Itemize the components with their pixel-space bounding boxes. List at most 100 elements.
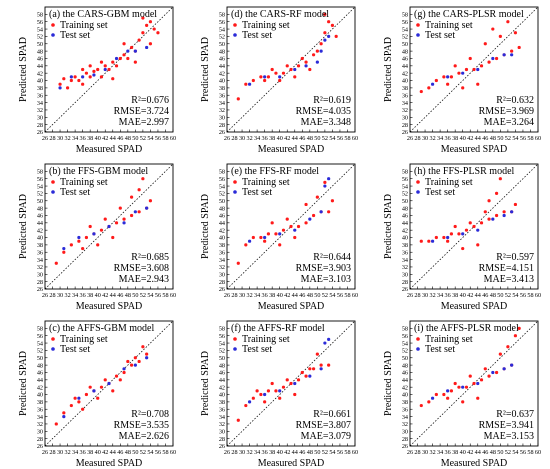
x-tick-label: 32 — [246, 449, 252, 456]
y-tick-label: 30 — [37, 114, 43, 121]
y-tick-label: 38 — [219, 85, 225, 92]
y-tick-label: 52 — [219, 34, 225, 41]
y-tick-label: 30 — [402, 114, 408, 121]
legend-training-marker — [233, 180, 237, 184]
test-point — [92, 73, 96, 77]
training-point — [289, 224, 293, 229]
legend-test-label: Test set — [60, 30, 90, 41]
legend-test-marker — [416, 347, 420, 351]
y-tick-label: 34 — [219, 100, 225, 107]
x-tick-label: 44 — [110, 449, 116, 456]
training-point — [111, 77, 115, 81]
x-tick-label: 38 — [87, 135, 93, 142]
y-tick-label: 34 — [402, 100, 408, 107]
y-axis-title: Predicted SPAD — [18, 194, 29, 259]
y-tick-label: 48 — [402, 362, 408, 369]
training-point — [319, 42, 323, 46]
x-tick-label: 56 — [520, 135, 526, 142]
x-tick-label: 30 — [57, 449, 63, 456]
training-point — [289, 381, 293, 386]
y-tick-label: 26 — [402, 443, 408, 450]
y-tick-label: 54 — [37, 340, 43, 347]
x-tick-label: 54 — [512, 449, 518, 456]
x-axis-title: Measured SPAD — [441, 301, 508, 312]
y-tick-label: 32 — [219, 421, 225, 428]
x-tick-label: 52 — [322, 292, 328, 299]
x-tick-label: 36 — [80, 135, 86, 142]
y-tick-label: 28 — [37, 436, 43, 443]
x-tick-label: 60 — [170, 135, 176, 142]
legend-test-label: Test set — [242, 187, 272, 198]
training-point — [502, 210, 506, 214]
x-tick-label: 26 — [42, 135, 48, 142]
x-tick-label: 50 — [132, 449, 138, 456]
y-tick-label: 50 — [219, 41, 225, 48]
x-tick-label: 54 — [512, 292, 518, 299]
x-tick-label: 48 — [125, 292, 131, 299]
y-tick-label: 26 — [219, 286, 225, 293]
training-point — [457, 232, 461, 236]
mae-value: MAE=2.943 — [119, 274, 169, 285]
training-point — [77, 400, 81, 404]
scatter-panel: 26 28 30 32 34 36 38 40 42 44 46 48 50 52 54 56 58 602628… — [200, 163, 358, 312]
plot-frame — [409, 320, 539, 447]
legend-training-label: Training set — [425, 20, 473, 31]
identity-line — [409, 6, 539, 133]
y-tick-label: 46 — [37, 56, 43, 63]
training-point — [304, 60, 308, 64]
training-point — [468, 374, 472, 378]
test-point — [145, 356, 149, 360]
x-tick-label: 58 — [162, 449, 168, 456]
x-tick-label: 42 — [102, 292, 108, 299]
training-point — [442, 75, 446, 79]
training-point — [81, 82, 85, 86]
test-point — [107, 381, 111, 386]
test-point — [446, 389, 450, 393]
test-point — [446, 235, 450, 240]
y-tick-label: 34 — [402, 414, 408, 421]
y-tick-label: 26 — [37, 443, 43, 450]
training-point — [114, 221, 119, 225]
training-point — [88, 64, 92, 68]
test-point — [491, 217, 495, 221]
rmse-value: RMSE=4.035 — [296, 106, 351, 117]
x-tick-label: 50 — [132, 292, 138, 299]
training-point — [334, 34, 338, 39]
x-tick-label: 56 — [337, 292, 343, 299]
test-point — [502, 53, 506, 57]
legend-test-marker — [233, 33, 237, 37]
y-tick-label: 50 — [37, 355, 43, 362]
x-tick-label: 54 — [329, 292, 335, 299]
training-point — [472, 381, 476, 386]
rmse-value: RMSE=4.151 — [479, 263, 534, 274]
training-point — [255, 389, 259, 393]
training-point — [427, 239, 431, 243]
x-tick-label: 34 — [254, 292, 260, 299]
plot-frame — [226, 320, 356, 447]
x-tick-label: 32 — [429, 449, 435, 456]
training-point — [111, 235, 115, 240]
x-tick-label: 40 — [277, 449, 283, 456]
training-point — [148, 42, 153, 46]
training-point — [263, 400, 267, 404]
y-axis-title: Predicted SPAD — [200, 194, 211, 259]
training-point — [327, 363, 331, 367]
training-point — [442, 392, 446, 397]
test-point — [319, 49, 323, 53]
x-tick-label: 46 — [482, 449, 488, 456]
training-point — [285, 378, 289, 382]
test-point — [323, 38, 327, 42]
x-tick-label: 28 — [414, 449, 420, 456]
scatter-panel: 26 28 30 32 34 36 38 40 42 44 46 48 50 52 54 56 58 602628… — [383, 320, 541, 469]
mae-value: MAE=2.997 — [119, 117, 169, 128]
training-point — [96, 243, 100, 247]
training-point — [300, 56, 304, 61]
test-point — [92, 232, 96, 236]
training-point — [330, 23, 335, 27]
training-point — [457, 71, 461, 75]
x-tick-label: 48 — [125, 449, 131, 456]
training-point — [122, 370, 126, 375]
training-point — [311, 213, 316, 218]
x-tick-label: 32 — [429, 135, 435, 142]
x-tick-label: 48 — [307, 292, 313, 299]
